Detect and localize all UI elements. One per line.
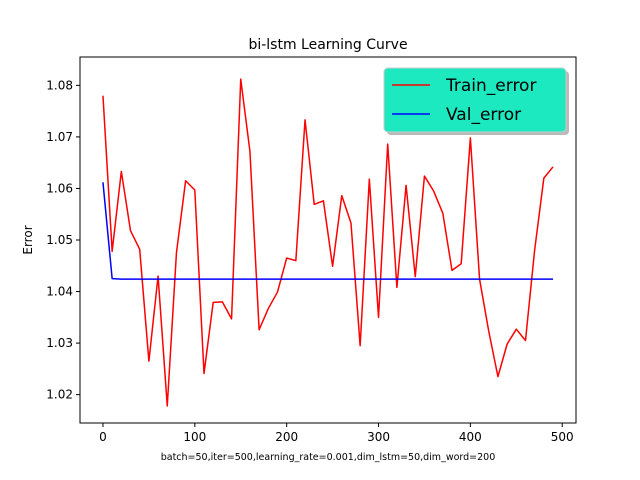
- y-axis-ticks: 1.02 1.03 1.04 1.05 1.06 1.07 1.08: [46, 78, 80, 402]
- y-tick-label: 1.08: [46, 78, 73, 92]
- series-line-val-error: [102, 182, 554, 280]
- legend-entry-label: Val_error: [446, 105, 521, 125]
- x-tick-label: 100: [183, 430, 206, 444]
- x-tick-label: 500: [551, 430, 574, 444]
- legend: Train_error Val_error: [383, 67, 569, 135]
- y-tick-label: 1.04: [46, 285, 73, 299]
- y-tick-label: 1.02: [46, 388, 73, 402]
- x-tick-label: 400: [459, 430, 482, 444]
- x-tick-label: 300: [367, 430, 390, 444]
- legend-box: [383, 67, 567, 133]
- x-tick-label: 0: [99, 430, 107, 444]
- chart-marks: [102, 78, 554, 407]
- chart-title: bi-lstm Learning Curve: [248, 37, 407, 53]
- series-line-train-error: [102, 78, 554, 407]
- x-axis-ticks: 0 100 200 300 400 500: [99, 423, 574, 444]
- y-tick-label: 1.05: [46, 233, 73, 247]
- y-tick-label: 1.06: [46, 181, 73, 195]
- x-tick-label: 200: [275, 430, 298, 444]
- y-tick-label: 1.07: [46, 130, 73, 144]
- x-axis-label: batch=50,iter=500,learning_rate=0.001,di…: [161, 452, 496, 463]
- y-axis-label: Error: [21, 225, 35, 254]
- legend-entry-label: Train_error: [445, 76, 536, 96]
- y-tick-label: 1.03: [46, 336, 73, 350]
